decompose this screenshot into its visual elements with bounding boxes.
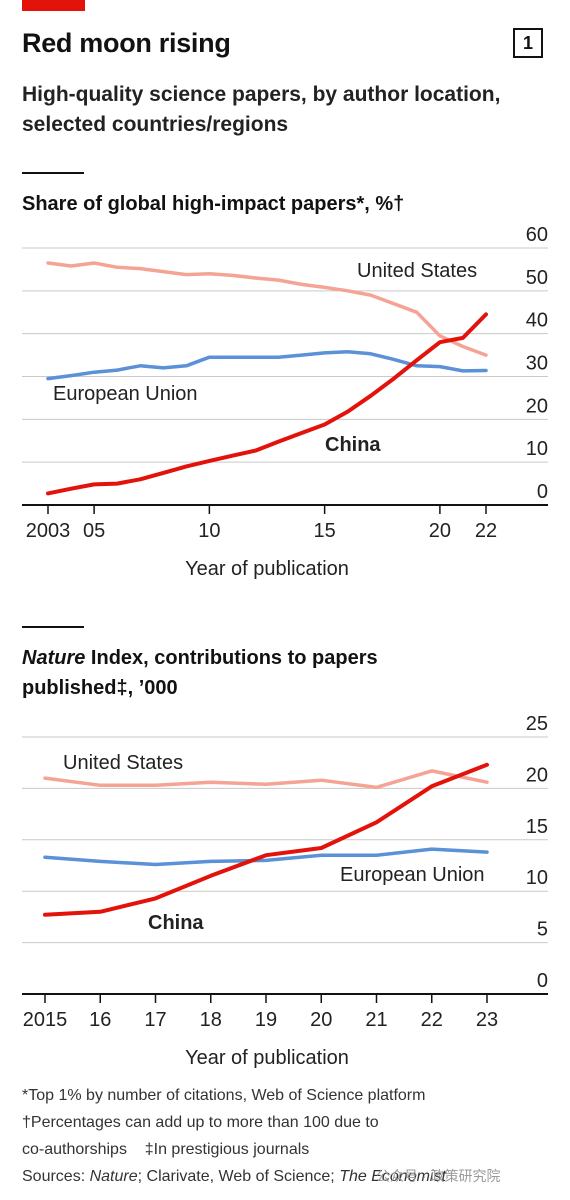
chart2-rule [22, 626, 84, 628]
series-line-china [46, 312, 488, 496]
x-tick-label: 17 [144, 1009, 166, 1031]
series-line-united-states [46, 261, 488, 357]
y-tick-label: 50 [526, 267, 548, 289]
y-tick-label: 20 [526, 395, 548, 417]
series-line-united-states [43, 769, 489, 790]
x-tick-label: 22 [421, 1009, 443, 1031]
series-label-united-states: United States [357, 260, 477, 282]
x-tick-label: 15 [314, 520, 336, 542]
x-tick-label: 2015 [23, 1009, 68, 1031]
economist-red-bar [22, 0, 85, 11]
watermark: 公众号 · 政策研究院 [376, 1168, 501, 1184]
x-tick-label: 05 [83, 520, 105, 542]
y-tick-label: 30 [526, 353, 548, 375]
series-label-european-union: European Union [340, 864, 485, 886]
y-tick-label: 25 [526, 713, 548, 735]
brand-name: The Economist [339, 1168, 446, 1185]
chart1-title-marks: *, %† [356, 193, 405, 215]
y-tick-label: 40 [526, 310, 548, 332]
chart2-title-marks: ‡, ’000 [116, 677, 178, 699]
y-tick-label: 15 [526, 816, 548, 838]
x-tick-label: 21 [365, 1009, 387, 1031]
y-tick-label: 20 [526, 764, 548, 786]
chart1-title: Share of global high-impact papers*, %† [22, 189, 404, 219]
footnotes: *Top 1% by number of citations, Web of S… [22, 1082, 552, 1190]
share-chart: 0 10 20 30 40 50 60 2003 05 10 15 20 22 Year of publi… [22, 224, 548, 580]
footnote-3b: ‡In prestigious journals [144, 1141, 310, 1158]
y-tick-label: 10 [526, 438, 548, 460]
y-tick-label: 0 [537, 970, 548, 992]
x-tick-label: 10 [198, 520, 220, 542]
footnote-2: †Percentages can add up to more than 100… [22, 1114, 379, 1131]
y-tick-label: 0 [537, 481, 548, 503]
sources-rest: ; Clarivate, Web of Science; [137, 1168, 340, 1185]
footnote-3: co-authorships ‡In prestigious journals [22, 1136, 552, 1163]
x-tick-label: 20 [310, 1009, 332, 1031]
x-axis-label: Year of publication [185, 558, 349, 580]
chart2-title-italic: Nature [22, 647, 86, 669]
series-line-china [43, 762, 489, 917]
x-tick-label: 2003 [26, 520, 71, 542]
sources-label: Sources: [22, 1168, 90, 1185]
nature-index-chart: 0 5 10 15 20 25 2015 16 17 18 19 20 21 22 23 Year of pu… [22, 713, 548, 1069]
series-line-european-union [43, 847, 489, 867]
sources-italic: Nature [89, 1168, 138, 1185]
x-axis-label: Year of publication [185, 1047, 349, 1069]
y-tick-label: 60 [526, 224, 548, 246]
footnote-3a: co-authorships [22, 1141, 127, 1158]
x-tick-label: 23 [476, 1009, 498, 1031]
x-tick-label: 16 [89, 1009, 111, 1031]
page-title: Red moon rising [22, 28, 231, 58]
chart1-rule [22, 172, 84, 174]
footnote-1: *Top 1% by number of citations, Web of S… [22, 1087, 426, 1104]
series-label-european-union: European Union [53, 383, 198, 405]
y-tick-label: 5 [537, 919, 548, 941]
chart-number-badge: 1 [513, 28, 543, 58]
chart2-title-main: Index, contributions to papers published [22, 647, 378, 699]
x-tick-label: 22 [475, 520, 497, 542]
series-label-united-states: United States [63, 752, 183, 774]
series-label-china: China [148, 912, 204, 934]
x-tick-label: 19 [255, 1009, 277, 1031]
chart2-title: Nature Index, contributions to papers pu… [22, 643, 402, 703]
x-tick-label: 18 [200, 1009, 222, 1031]
series-label-china: China [325, 434, 381, 456]
chart1-title-main: Share of global high-impact papers [22, 193, 357, 215]
x-tick-label: 20 [429, 520, 451, 542]
y-tick-label: 10 [526, 867, 548, 889]
page-subtitle: High-quality science papers, by author l… [22, 83, 501, 136]
sources: Sources: Nature; Clarivate, Web of Scien… [22, 1163, 552, 1190]
